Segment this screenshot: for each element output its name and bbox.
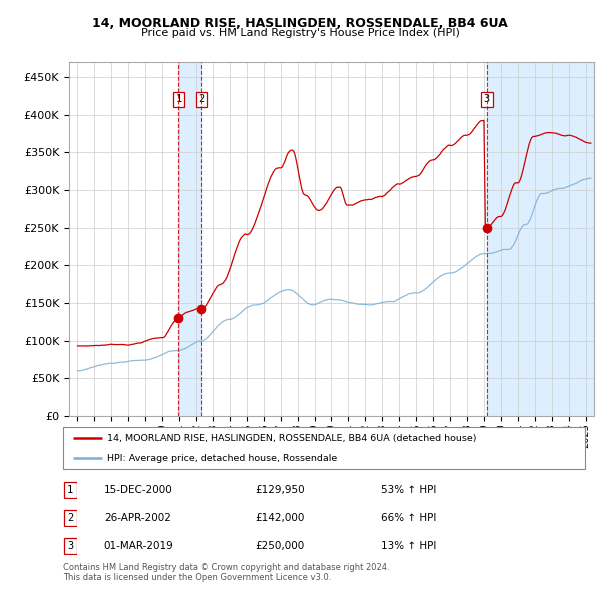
Text: 2: 2 <box>67 513 73 523</box>
Text: £142,000: £142,000 <box>255 513 304 523</box>
Bar <box>178 62 202 416</box>
Text: 1: 1 <box>67 485 73 494</box>
FancyBboxPatch shape <box>64 481 77 497</box>
Text: 1: 1 <box>175 94 182 104</box>
Text: 3: 3 <box>67 542 73 551</box>
FancyBboxPatch shape <box>64 510 77 526</box>
Text: 53% ↑ HPI: 53% ↑ HPI <box>381 485 436 494</box>
Text: 13% ↑ HPI: 13% ↑ HPI <box>381 542 436 551</box>
Text: Price paid vs. HM Land Registry's House Price Index (HPI): Price paid vs. HM Land Registry's House … <box>140 28 460 38</box>
Text: Contains HM Land Registry data © Crown copyright and database right 2024.: Contains HM Land Registry data © Crown c… <box>63 563 389 572</box>
Text: 14, MOORLAND RISE, HASLINGDEN, ROSSENDALE, BB4 6UA (detached house): 14, MOORLAND RISE, HASLINGDEN, ROSSENDAL… <box>107 434 477 443</box>
Text: 66% ↑ HPI: 66% ↑ HPI <box>381 513 436 523</box>
Text: HPI: Average price, detached house, Rossendale: HPI: Average price, detached house, Ross… <box>107 454 338 463</box>
Text: £129,950: £129,950 <box>255 485 305 494</box>
Text: 14, MOORLAND RISE, HASLINGDEN, ROSSENDALE, BB4 6UA: 14, MOORLAND RISE, HASLINGDEN, ROSSENDAL… <box>92 17 508 30</box>
Text: 26-APR-2002: 26-APR-2002 <box>104 513 170 523</box>
FancyBboxPatch shape <box>64 538 77 555</box>
Text: This data is licensed under the Open Government Licence v3.0.: This data is licensed under the Open Gov… <box>63 573 331 582</box>
Bar <box>487 62 594 416</box>
Text: £250,000: £250,000 <box>255 542 304 551</box>
Text: 01-MAR-2019: 01-MAR-2019 <box>104 542 173 551</box>
Text: 2: 2 <box>199 94 205 104</box>
Text: 3: 3 <box>484 94 490 104</box>
Text: 15-DEC-2000: 15-DEC-2000 <box>104 485 173 494</box>
FancyBboxPatch shape <box>63 427 585 469</box>
